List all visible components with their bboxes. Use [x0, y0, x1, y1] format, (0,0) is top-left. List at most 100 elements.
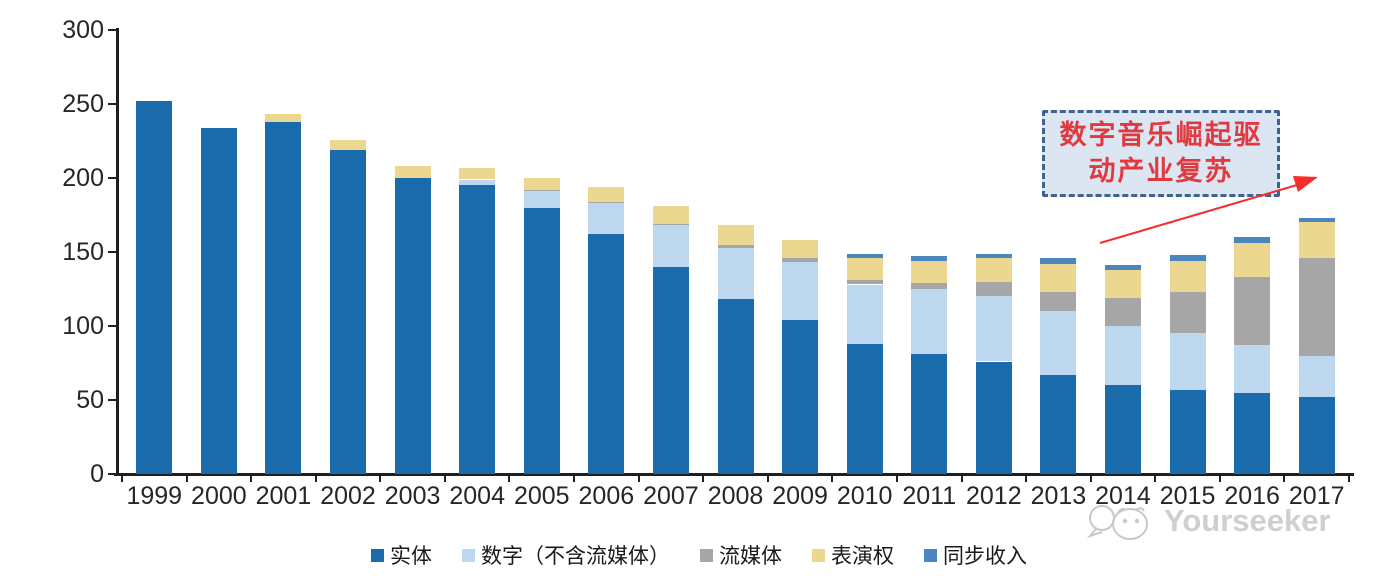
bar-segment	[975, 253, 1012, 258]
bar-segment	[1234, 277, 1271, 346]
x-axis-tick	[250, 474, 253, 482]
bar-segment	[652, 225, 689, 267]
y-axis-tick-label: 200	[62, 164, 104, 192]
legend-item: 同步收入	[924, 540, 1027, 570]
bar-segment	[523, 207, 560, 474]
bar-segment	[330, 149, 366, 474]
x-axis-tick	[766, 474, 769, 482]
x-axis-tick	[1348, 474, 1351, 482]
bar-segment	[846, 257, 883, 281]
x-axis-tick-label: 2013	[1030, 482, 1087, 510]
bar-segment	[846, 284, 883, 344]
x-axis-tick	[895, 474, 898, 482]
bar-segment	[1169, 292, 1206, 334]
legend-swatch-icon	[371, 548, 384, 562]
bar-segment	[1105, 265, 1141, 270]
x-axis-tick-label: 1999	[126, 482, 183, 510]
bar-segment	[911, 256, 948, 261]
annotation-text-line2: 动产业复苏	[1088, 155, 1234, 187]
bar-segment	[265, 121, 302, 474]
x-axis-tick-label: 2015	[1159, 482, 1216, 510]
bar-segment	[1040, 292, 1077, 312]
x-axis-tick-label: 2014	[1095, 482, 1151, 510]
watermark-text: Yourseeker	[1164, 503, 1331, 538]
bar-segment	[782, 257, 819, 263]
bar-segment	[1169, 389, 1206, 474]
bar-segment	[265, 114, 302, 122]
x-axis-tick	[121, 474, 123, 482]
x-axis-tick	[443, 474, 446, 482]
y-axis-line	[116, 28, 119, 476]
x-axis-tick	[1154, 474, 1157, 482]
bar-segment	[846, 343, 883, 474]
x-axis-line	[114, 473, 1354, 476]
bar-segment	[459, 185, 496, 474]
bar-segment	[1040, 311, 1077, 375]
legend-item: 数字（不含流媒体）	[462, 540, 670, 570]
bar-segment	[1298, 218, 1335, 223]
x-axis-tick-label: 2005	[513, 482, 570, 510]
x-axis-tick-label: 2001	[255, 482, 312, 510]
legend-swatch-icon	[462, 548, 475, 562]
bar-segment	[1234, 237, 1271, 244]
x-axis-tick-label: 2011	[902, 482, 957, 510]
bar-segment	[1105, 297, 1141, 326]
bar-segment	[782, 320, 819, 474]
x-axis-tick	[508, 474, 511, 482]
x-axis-tick-label: 2012	[966, 482, 1022, 510]
x-axis-tick	[573, 474, 576, 482]
x-axis-tick-label: 2017	[1288, 482, 1345, 510]
bar-segment	[717, 247, 754, 300]
x-axis-tick-label: 2000	[191, 482, 247, 510]
y-axis-tick	[108, 29, 117, 31]
bar-segment	[911, 283, 948, 289]
watermark-logo-icon	[1086, 505, 1148, 540]
bar-segment	[652, 206, 689, 224]
bar-segment	[846, 253, 883, 258]
y-axis-tick-label: 250	[62, 90, 104, 118]
legend-label: 流媒体	[719, 544, 782, 568]
bar-segment	[1234, 243, 1271, 278]
bar-segment	[717, 299, 754, 474]
legend-label: 实体	[390, 544, 432, 568]
bar-segment	[1040, 263, 1077, 292]
annotation-box: 数字音乐崛起驱 动产业复苏	[1042, 110, 1280, 197]
x-axis-tick	[1025, 474, 1028, 482]
x-axis-tick	[960, 474, 963, 482]
legend-swatch-icon	[924, 548, 937, 562]
arrow-head-icon	[1293, 176, 1318, 192]
legend: 实体 数字（不含流媒体） 流媒体 表演权 同步收入	[0, 540, 1398, 570]
y-axis-tick	[108, 251, 117, 253]
x-axis-tick-label: 2004	[449, 482, 505, 510]
watermark: Yourseeker	[1082, 496, 1331, 546]
bar-segment	[1298, 257, 1335, 356]
bar-segment	[1105, 326, 1141, 386]
x-axis-tick	[637, 474, 640, 482]
bar-segment	[588, 201, 625, 204]
x-axis-tick	[1218, 474, 1221, 482]
bar-segment	[652, 266, 689, 474]
x-axis-tick-label: 2006	[578, 482, 635, 510]
y-axis-tick	[108, 325, 117, 327]
x-axis-tick-label: 2003	[384, 482, 441, 510]
x-axis-tick-label: 2009	[772, 482, 828, 510]
bar-segment	[911, 354, 948, 474]
bar-segment	[200, 127, 237, 474]
bar-segment	[1298, 222, 1335, 258]
legend-label: 表演权	[831, 544, 894, 568]
bar-segment	[975, 361, 1012, 474]
bar-segment	[330, 139, 366, 150]
legend-swatch-icon	[700, 548, 713, 562]
bar-segment	[1169, 333, 1206, 390]
y-axis-tick-label: 300	[62, 16, 104, 44]
bar-segment	[394, 166, 431, 178]
x-axis-tick-label: 2008	[707, 482, 764, 510]
bar-segment	[911, 260, 948, 284]
x-axis-tick-label: 2002	[320, 482, 376, 510]
bar-segment	[1040, 257, 1077, 264]
y-axis-tick	[108, 177, 117, 179]
x-axis-tick-label: 2010	[836, 482, 893, 510]
legend-item: 表演权	[812, 540, 894, 570]
bar-segment	[1105, 385, 1141, 474]
legend-label: 同步收入	[943, 544, 1027, 568]
